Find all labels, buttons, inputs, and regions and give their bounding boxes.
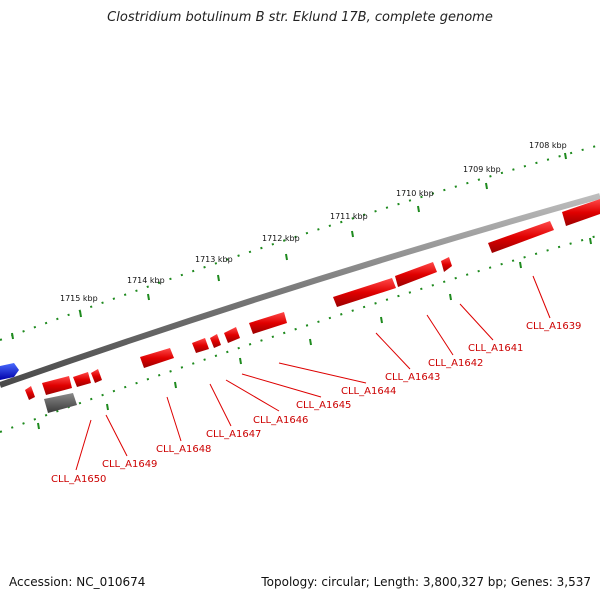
gene-label-cll-a1645: CLL_A1645 [296,400,351,411]
outer-major-ticks [11,152,567,340]
gene-features [0,199,600,413]
gene-label-cll-a1649: CLL_A1649 [102,459,157,470]
gene-label-cll-a1648: CLL_A1648 [156,444,211,455]
gene-cll-a1649-b [73,372,91,387]
gene-label-cll-a1642: CLL_A1642 [428,358,483,369]
gene-blue [0,363,19,380]
kbp-label-1711: 1711 kbp [330,212,368,221]
gene-cll-a1645 [224,327,240,343]
gene-cll-a1641 [441,257,452,272]
gene-label-cll-a1644: CLL_A1644 [341,386,396,397]
kbp-label-1713: 1713 kbp [195,255,233,264]
gene-cll-a1644 [249,312,287,334]
label-leader-lines [75,275,551,471]
accession-text: Accession: NC_010674 [9,575,146,589]
kbp-label-1715: 1715 kbp [60,294,98,303]
gene-cll-a1643 [333,278,396,307]
gene-cll-a1639-1 [562,199,600,226]
gene-label-cll-a1641: CLL_A1641 [468,343,523,354]
gene-label-cll-a1646: CLL_A1646 [253,415,308,426]
gene-cll-a1649-a [91,369,102,383]
gene-label-cll-a1639: CLL_A1639 [526,321,581,332]
gene-cll-a1646 [210,334,221,348]
gene-label-cll-a1643: CLL_A1643 [385,372,440,383]
kbp-label-1708: 1708 kbp [529,141,567,150]
gene-cll-a1648 [140,348,174,368]
gene-cll-a1650 [42,376,72,395]
gene-small-left [25,386,35,400]
genome-summary-text: Topology: circular; Length: 3,800,327 bp… [261,575,591,589]
kbp-label-1714: 1714 kbp [127,276,165,285]
map-title: Clostridium botulinum B str. Eklund 17B,… [107,10,493,25]
kbp-label-1710: 1710 kbp [396,189,434,198]
gene-cll-a1647 [192,338,209,353]
gene-label-cll-a1647: CLL_A1647 [206,429,261,440]
inner-major-ticks [37,237,592,430]
gene-cll-a1639 [488,221,554,253]
gene-gray [44,393,77,413]
kbp-label-1709: 1709 kbp [463,165,501,174]
gene-label-cll-a1650: CLL_A1650 [51,474,106,485]
gene-cll-a1642 [395,262,437,287]
genome-backbone [0,193,600,388]
kbp-label-1712: 1712 kbp [262,234,300,243]
